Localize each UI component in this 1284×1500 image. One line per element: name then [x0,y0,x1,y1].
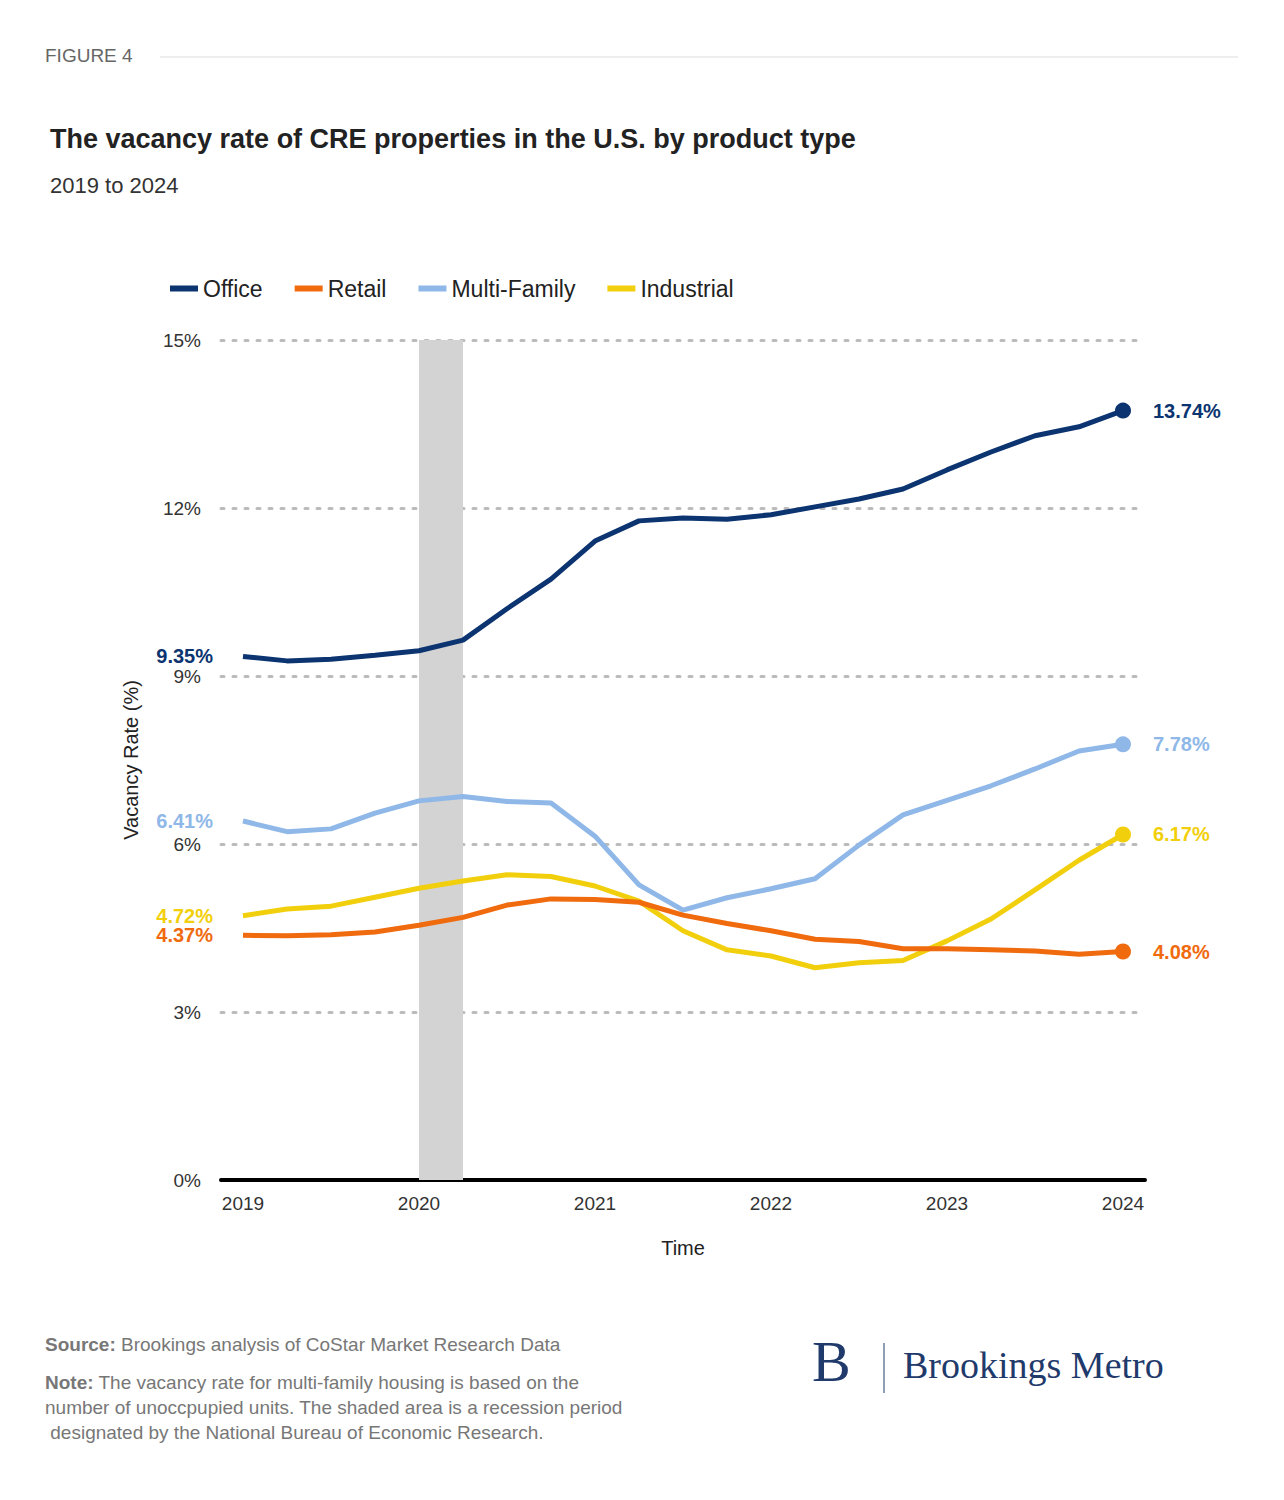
svg-text:4.37%: 4.37% [156,924,213,946]
svg-text:2021: 2021 [574,1193,616,1214]
svg-text:6%: 6% [174,834,202,855]
svg-text:Office: Office [203,276,263,302]
svg-text:4.72%: 4.72% [156,904,213,927]
svg-text:9.35%: 9.35% [156,645,213,667]
svg-text:6.41%: 6.41% [156,810,213,832]
svg-text:13.74%: 13.74% [1153,400,1221,422]
svg-text:2019 to 2024: 2019 to 2024 [50,173,178,198]
svg-text:designated by the National Bur: designated by the National Bureau of Eco… [45,1422,544,1443]
svg-text:Vacancy Rate (%): Vacancy Rate (%) [120,680,142,840]
svg-text:2023: 2023 [926,1193,968,1214]
svg-text:2019: 2019 [222,1193,264,1214]
svg-text:B: B [812,1329,851,1394]
svg-text:number of unoccpupied units. T: number of unoccpupied units. The shaded … [45,1397,622,1418]
svg-text:15%: 15% [163,330,201,351]
svg-text:Note:: Note: [45,1372,94,1393]
svg-text:Source:: Source: [45,1334,116,1355]
svg-text:2024: 2024 [1102,1193,1145,1214]
svg-text:0%: 0% [174,1170,202,1191]
svg-text:The vacancy rate of CRE proper: The vacancy rate of CRE properties in th… [50,124,856,154]
svg-text:The vacancy rate for multi-fam: The vacancy rate for multi-family housin… [94,1372,585,1393]
svg-text:7.78%: 7.78% [1153,733,1210,755]
svg-text:Retail: Retail [328,276,387,302]
svg-text:4.08%: 4.08% [1153,941,1210,963]
svg-text:Brookings Metro: Brookings Metro [903,1344,1164,1386]
svg-text:2020: 2020 [398,1193,440,1214]
svg-text:Industrial: Industrial [640,276,733,302]
svg-text:6.17%: 6.17% [1153,823,1210,845]
svg-text:FIGURE 4: FIGURE 4 [45,45,133,66]
svg-text:Time: Time [661,1237,705,1259]
svg-text:9%: 9% [174,666,202,687]
svg-text:12%: 12% [163,498,201,519]
svg-text:3%: 3% [174,1002,202,1023]
svg-text:Brookings analysis of CoStar M: Brookings analysis of CoStar Market Rese… [116,1334,561,1355]
svg-text:2022: 2022 [750,1193,792,1214]
svg-text:Multi-Family: Multi-Family [451,276,575,302]
